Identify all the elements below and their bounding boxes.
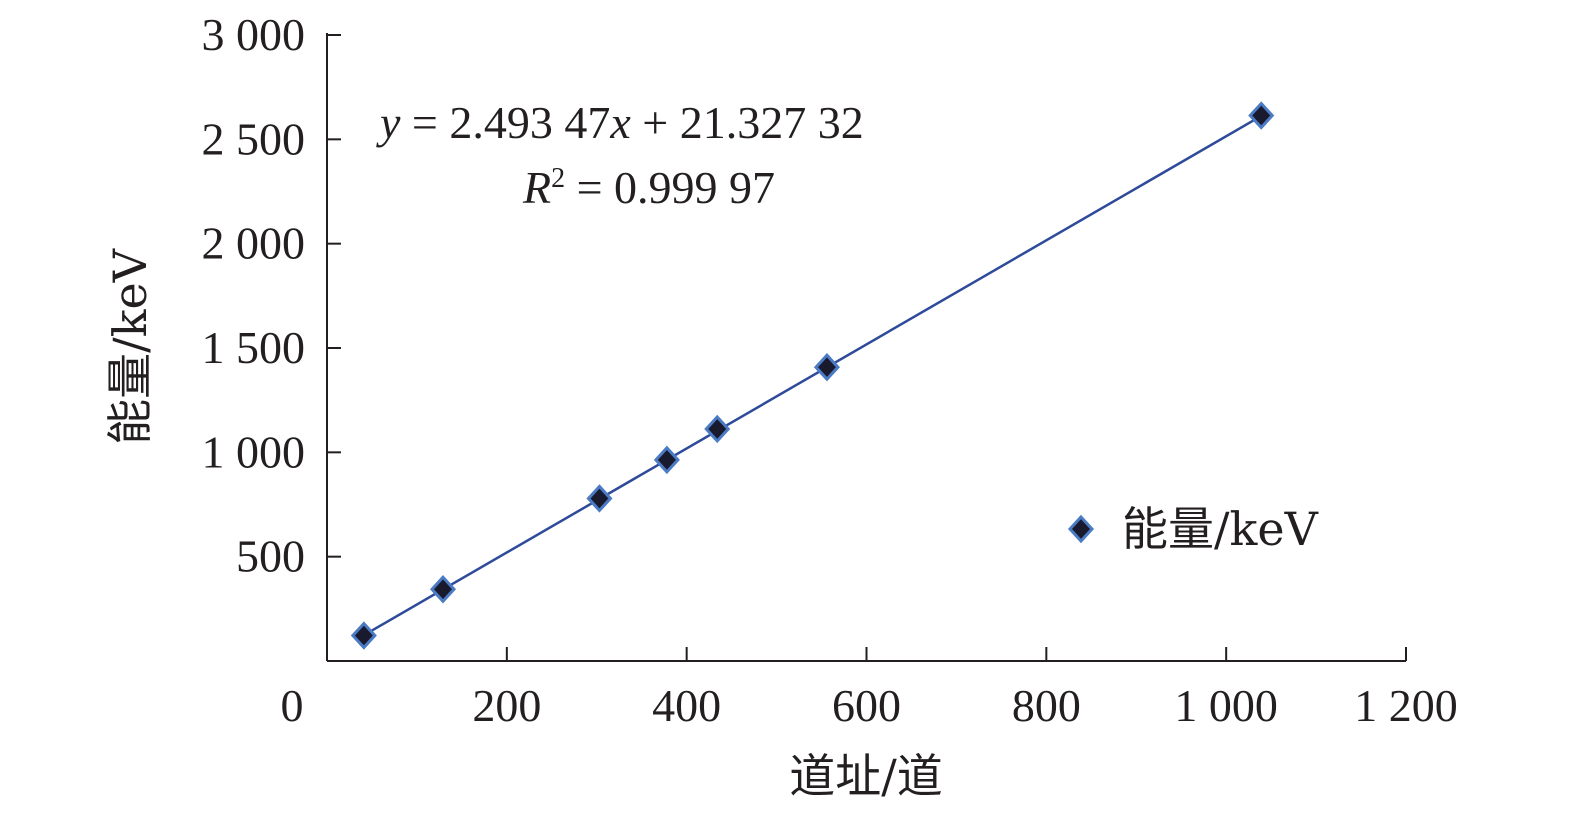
data-point <box>704 414 731 444</box>
y-tick-label: 1 000 <box>202 426 306 477</box>
legend-marker-icon <box>1067 514 1095 544</box>
x-tick-label: 1 200 <box>1354 680 1458 731</box>
y-tick-label: 2 000 <box>202 218 306 269</box>
points-layer <box>350 101 1275 650</box>
y-tick-label: 3 000 <box>202 9 306 60</box>
equation-var-x: x <box>609 97 631 148</box>
y-tick-label: 500 <box>236 531 305 582</box>
equation-var-y: y <box>376 97 401 148</box>
x-tick-label: 200 <box>472 680 541 731</box>
data-point <box>429 574 457 604</box>
r2-value: = 0.999 97 <box>565 162 775 213</box>
data-point <box>1248 101 1275 130</box>
x-tick-label: 1 000 <box>1174 680 1278 731</box>
equation-tail: + 21.327 32 <box>631 97 864 148</box>
y-axis-title: 能量/keV <box>103 248 157 445</box>
x-axis-title: 道址/道 <box>789 749 943 803</box>
data-point <box>813 352 840 382</box>
x-tick-label: 0 <box>281 680 304 731</box>
x-tick-label: 400 <box>652 680 721 731</box>
data-point <box>350 621 377 650</box>
legend-label: 能量/keV <box>1122 502 1319 556</box>
legend: 能量/keV <box>1067 502 1319 556</box>
regression-equation: y = 2.493 47x + 21.327 32 <box>376 97 864 148</box>
y-ticks: 500 1 000 1 500 2 000 2 500 3 000 <box>202 9 341 582</box>
y-tick-label: 2 500 <box>202 113 306 164</box>
equation-body: = 2.493 47 <box>400 97 610 148</box>
x-ticks: 0 200 400 600 800 1 000 1 200 <box>281 647 1458 731</box>
r2-var: R <box>522 162 551 213</box>
trendline <box>363 114 1262 637</box>
x-tick-label: 600 <box>832 680 901 731</box>
data-point <box>586 484 613 513</box>
plot-area: 500 1 000 1 500 2 000 2 500 3 000 0 200 400 600 8… <box>202 9 1458 731</box>
y-tick-label: 1 500 <box>202 322 306 373</box>
r-squared: R2 = 0.999 97 <box>522 162 775 213</box>
r2-superscript: 2 <box>551 163 565 194</box>
data-point <box>653 445 680 475</box>
x-tick-label: 800 <box>1012 680 1081 731</box>
trendline-layer <box>363 114 1262 637</box>
